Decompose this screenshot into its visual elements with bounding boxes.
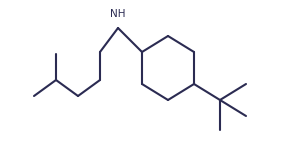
Text: NH: NH [110,9,126,19]
